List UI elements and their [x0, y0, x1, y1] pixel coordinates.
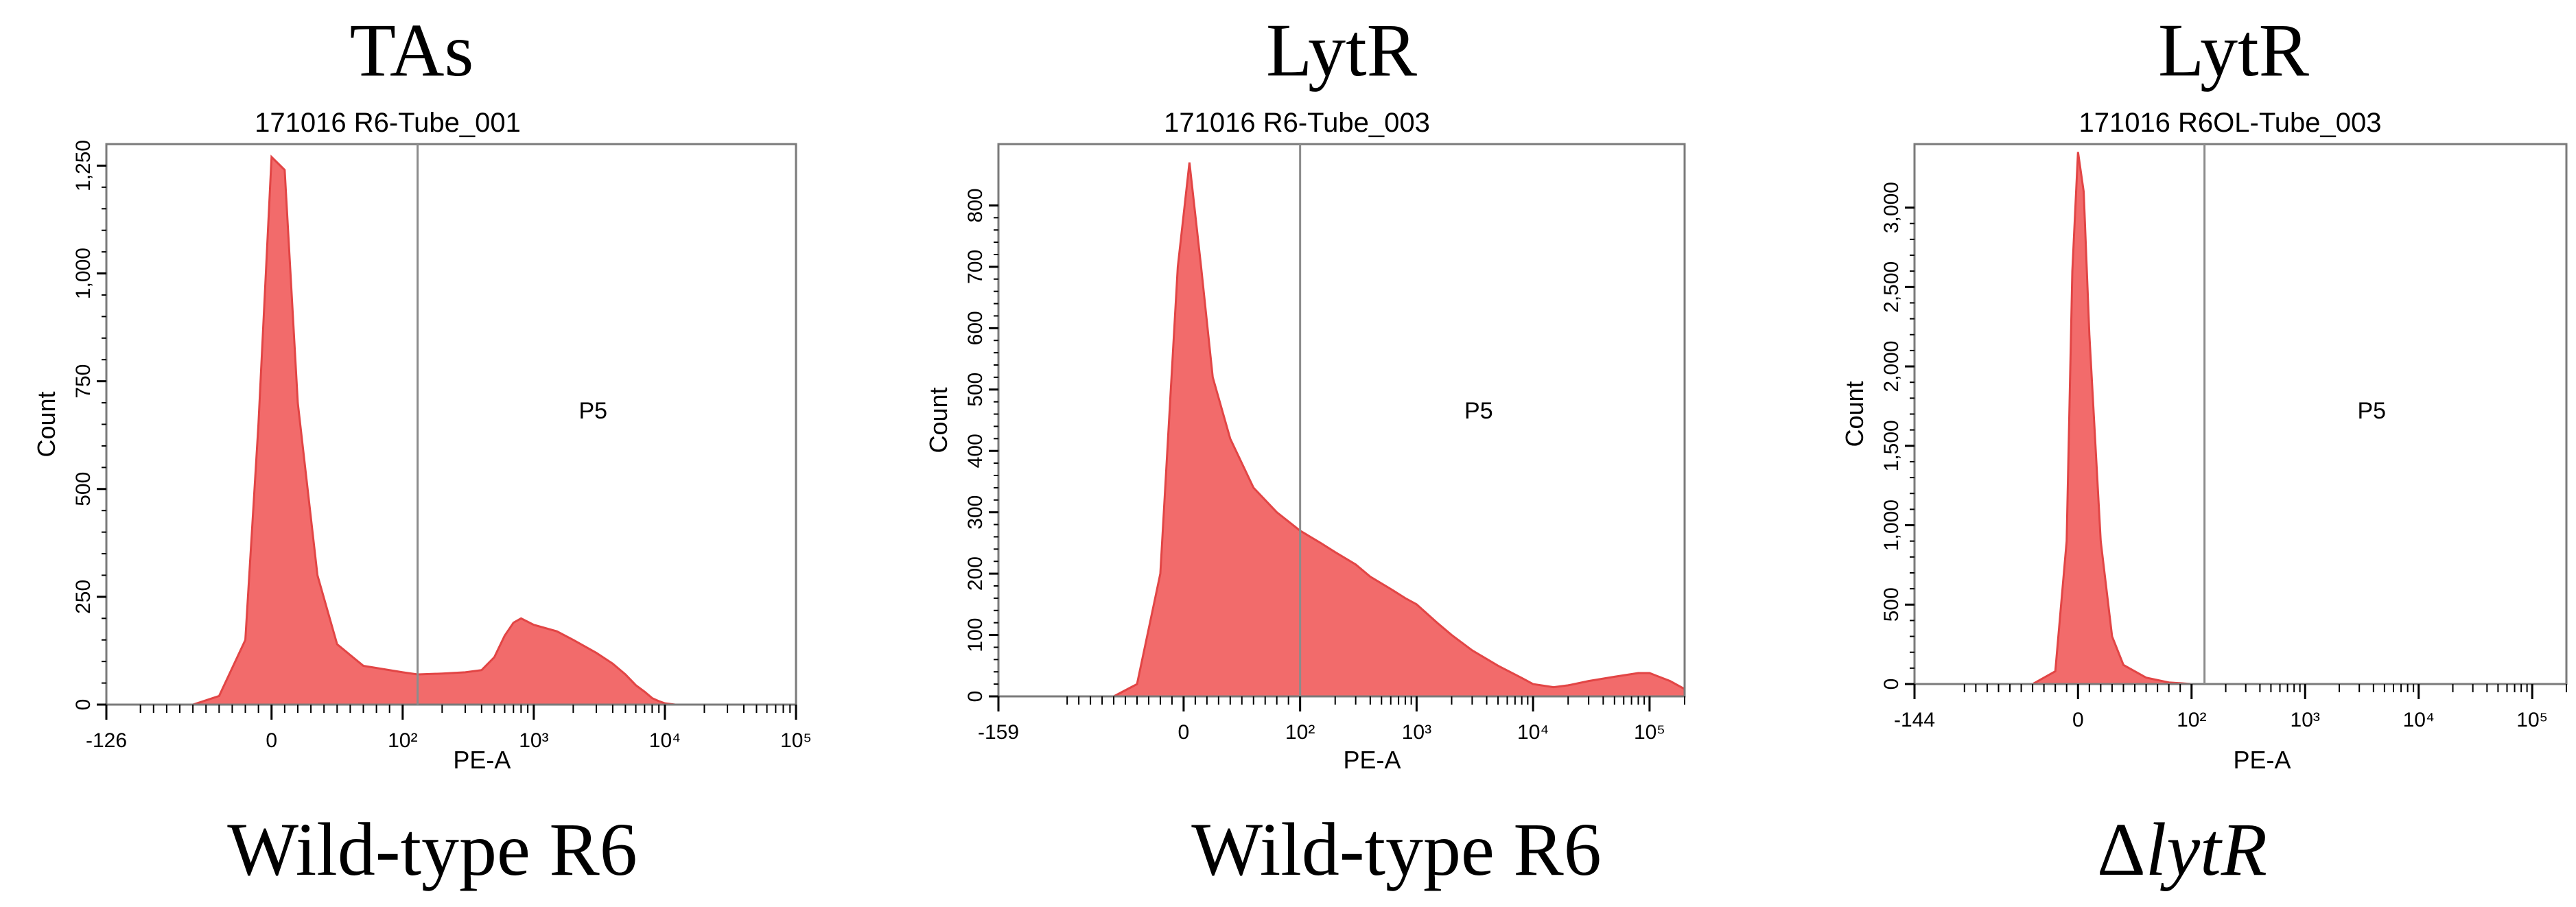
x-tick-label: 0 — [1178, 721, 1190, 744]
histogram-panel: LytR 171016 R6OL-Tube_003 P5 0 500 1,000 1,500… — [1840, 8, 2568, 891]
y-tick-label: 0 — [1880, 679, 1903, 690]
y-tick-label: 500 — [1880, 587, 1903, 622]
y-tick-label: 2,500 — [1880, 261, 1903, 313]
y-axis-title: Count — [32, 391, 60, 457]
y-tick-label: 3,000 — [1880, 182, 1903, 233]
y-tick-label: 100 — [964, 618, 987, 652]
y-tick-label: 1,000 — [72, 248, 95, 299]
y-tick-label: 0 — [964, 691, 987, 703]
x-tick-label: -144 — [1894, 709, 1935, 731]
x-tick-label: 10³ — [519, 729, 548, 752]
histogram-area — [998, 162, 1686, 698]
x-tick-label: 10³ — [1402, 721, 1431, 744]
y-tick-label: 0 — [72, 699, 95, 711]
x-tick-label: 0 — [266, 729, 277, 752]
gate-label: P5 — [578, 398, 607, 424]
plot-frame — [105, 143, 797, 706]
panel-title: 171016 R6-Tube_001 — [255, 108, 521, 138]
x-tick-label: 10⁴ — [1517, 721, 1549, 744]
x-axis-title: PE-A — [2233, 746, 2291, 774]
x-axis-title: PE-A — [453, 746, 511, 774]
gate-label: P5 — [1464, 398, 1493, 424]
y-tick-label: 600 — [964, 311, 987, 345]
x-tick-label: 10² — [388, 729, 417, 752]
panel-bottom-label: Wild-type R6 — [1191, 808, 1601, 891]
y-tick-label: 750 — [72, 364, 95, 399]
x-tick-label: 10² — [1285, 721, 1315, 744]
bottom-label-gene: lytR — [2146, 808, 2267, 891]
panel-bottom-label: ΔlytR — [2097, 808, 2267, 891]
x-tick-label: 0 — [2072, 709, 2084, 731]
x-axis-title: PE-A — [1344, 746, 1401, 774]
histogram-panel: LytR 171016 R6-Tube_003 P5 0 100 200 300 400 500… — [924, 8, 1686, 891]
panel-top-label: TAs — [350, 8, 474, 92]
y-tick-label: 300 — [964, 495, 987, 530]
panel-top-label: LytR — [1266, 8, 1418, 92]
panel-title: 171016 R6OL-Tube_003 — [2079, 108, 2381, 138]
histogram-area — [106, 154, 796, 706]
y-tick-label: 200 — [964, 556, 987, 591]
y-tick-label: 700 — [964, 250, 987, 284]
gate-label: P5 — [2358, 398, 2387, 424]
y-tick-label: 2,000 — [1880, 341, 1903, 392]
x-tick-label: 10⁴ — [2403, 709, 2435, 731]
x-tick-label: 10² — [2177, 709, 2206, 731]
y-tick-label: 400 — [964, 434, 987, 468]
panel-title: 171016 R6-Tube_003 — [1164, 108, 1430, 138]
panel-top-label: LytR — [2158, 8, 2310, 92]
plot-frame — [1913, 143, 2568, 685]
histogram-area — [1915, 152, 2566, 685]
x-tick-label: 10⁵ — [1634, 721, 1665, 744]
histogram-panel: TAs 171016 R6-Tube_001 P5 0 250 500 750 1,000 1,… — [32, 8, 812, 891]
y-tick-label: 800 — [964, 188, 987, 222]
bottom-label-prefix: Δ — [2097, 808, 2146, 891]
y-axis-title: Count — [1840, 381, 1869, 447]
plot-frame — [997, 143, 1686, 698]
y-tick-label: 1,500 — [1880, 420, 1903, 471]
y-tick-label: 1,250 — [72, 140, 95, 191]
y-tick-label: 1,000 — [1880, 499, 1903, 551]
panel-bottom-label: Wild-type R6 — [227, 808, 637, 891]
x-tick-label: 10⁵ — [780, 729, 812, 752]
x-tick-label: -126 — [86, 729, 127, 752]
y-axis-title: Count — [924, 387, 952, 453]
x-tick-label: 10⁴ — [649, 729, 681, 752]
y-tick-label: 250 — [72, 580, 95, 614]
x-tick-label: 10³ — [2291, 709, 2320, 731]
x-tick-label: -159 — [978, 721, 1019, 744]
y-tick-label: 500 — [72, 472, 95, 506]
x-tick-label: 10⁵ — [2516, 709, 2548, 731]
y-tick-label: 500 — [964, 373, 987, 407]
